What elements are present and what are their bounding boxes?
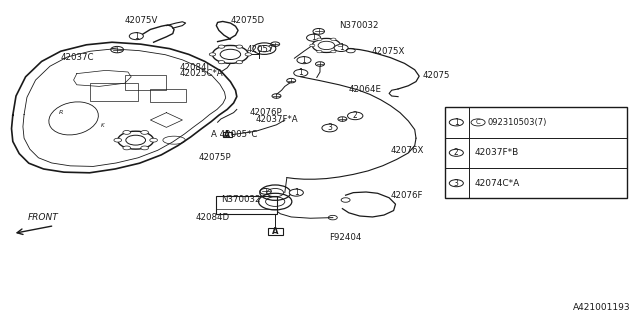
Text: 42084D: 42084D xyxy=(195,213,229,222)
Text: 42064E: 42064E xyxy=(349,85,382,94)
Text: 3: 3 xyxy=(327,124,332,132)
Circle shape xyxy=(123,146,131,150)
Text: 1: 1 xyxy=(339,44,344,52)
Text: 42075D: 42075D xyxy=(230,16,264,25)
Text: F92404: F92404 xyxy=(330,233,362,242)
Text: 42075: 42075 xyxy=(422,71,450,80)
Text: 42037F*A: 42037F*A xyxy=(256,115,299,124)
Circle shape xyxy=(294,69,308,76)
Circle shape xyxy=(449,119,463,126)
Text: 1: 1 xyxy=(301,56,307,65)
Text: N370032: N370032 xyxy=(221,196,260,204)
Text: 1: 1 xyxy=(298,68,303,77)
Text: 1: 1 xyxy=(294,188,299,197)
Circle shape xyxy=(338,44,343,47)
Text: 1: 1 xyxy=(454,118,459,127)
Text: FRONT: FRONT xyxy=(28,213,59,222)
Text: K: K xyxy=(100,123,104,128)
Circle shape xyxy=(297,57,311,64)
Circle shape xyxy=(123,131,131,134)
Circle shape xyxy=(322,124,337,132)
Text: 42084I: 42084I xyxy=(179,63,209,72)
Bar xyxy=(150,89,186,102)
Text: N370032: N370032 xyxy=(339,21,379,30)
Circle shape xyxy=(449,149,463,156)
Text: 2: 2 xyxy=(353,111,358,120)
Text: A: A xyxy=(224,130,230,139)
Text: 2: 2 xyxy=(454,148,459,157)
Text: A421001193: A421001193 xyxy=(573,303,630,312)
Text: 1: 1 xyxy=(311,33,316,42)
Circle shape xyxy=(471,119,485,126)
Text: R: R xyxy=(59,109,63,115)
Circle shape xyxy=(334,44,348,52)
Text: C: C xyxy=(476,119,481,125)
Text: 42076P: 42076P xyxy=(250,108,282,117)
Circle shape xyxy=(141,146,148,150)
Circle shape xyxy=(348,112,363,120)
Text: 42074C*A: 42074C*A xyxy=(474,179,520,188)
Circle shape xyxy=(129,33,143,40)
Circle shape xyxy=(331,50,336,53)
Text: 42075X: 42075X xyxy=(371,47,404,56)
Text: 092310503(7): 092310503(7) xyxy=(487,118,547,127)
Circle shape xyxy=(218,60,225,64)
Text: 42076X: 42076X xyxy=(390,146,424,155)
Circle shape xyxy=(150,138,157,142)
Text: A 42005*C: A 42005*C xyxy=(211,130,257,139)
Text: 42025C*A: 42025C*A xyxy=(179,69,223,78)
Circle shape xyxy=(114,138,122,142)
Text: 1: 1 xyxy=(134,32,139,41)
Bar xyxy=(223,132,232,137)
Text: 42075P: 42075P xyxy=(198,153,231,162)
Circle shape xyxy=(317,38,322,41)
Circle shape xyxy=(245,53,252,56)
Text: 42037C: 42037C xyxy=(61,53,94,62)
Circle shape xyxy=(209,53,216,56)
Circle shape xyxy=(141,131,148,134)
Text: 3: 3 xyxy=(454,179,459,188)
Circle shape xyxy=(289,189,303,196)
Circle shape xyxy=(449,180,463,187)
Text: 42075V: 42075V xyxy=(125,16,158,25)
Bar xyxy=(445,107,627,198)
Bar xyxy=(216,196,277,214)
Bar xyxy=(125,75,166,90)
Circle shape xyxy=(236,60,243,64)
Circle shape xyxy=(218,45,225,48)
Circle shape xyxy=(310,44,315,47)
Circle shape xyxy=(236,45,243,48)
Text: A: A xyxy=(272,227,278,236)
Bar xyxy=(90,83,138,101)
Text: 42076F: 42076F xyxy=(390,191,423,200)
Circle shape xyxy=(331,38,336,41)
Bar xyxy=(268,228,283,235)
Circle shape xyxy=(307,34,321,41)
Text: 42037F*B: 42037F*B xyxy=(474,148,518,157)
Circle shape xyxy=(317,50,322,53)
Text: 42057: 42057 xyxy=(246,45,274,54)
